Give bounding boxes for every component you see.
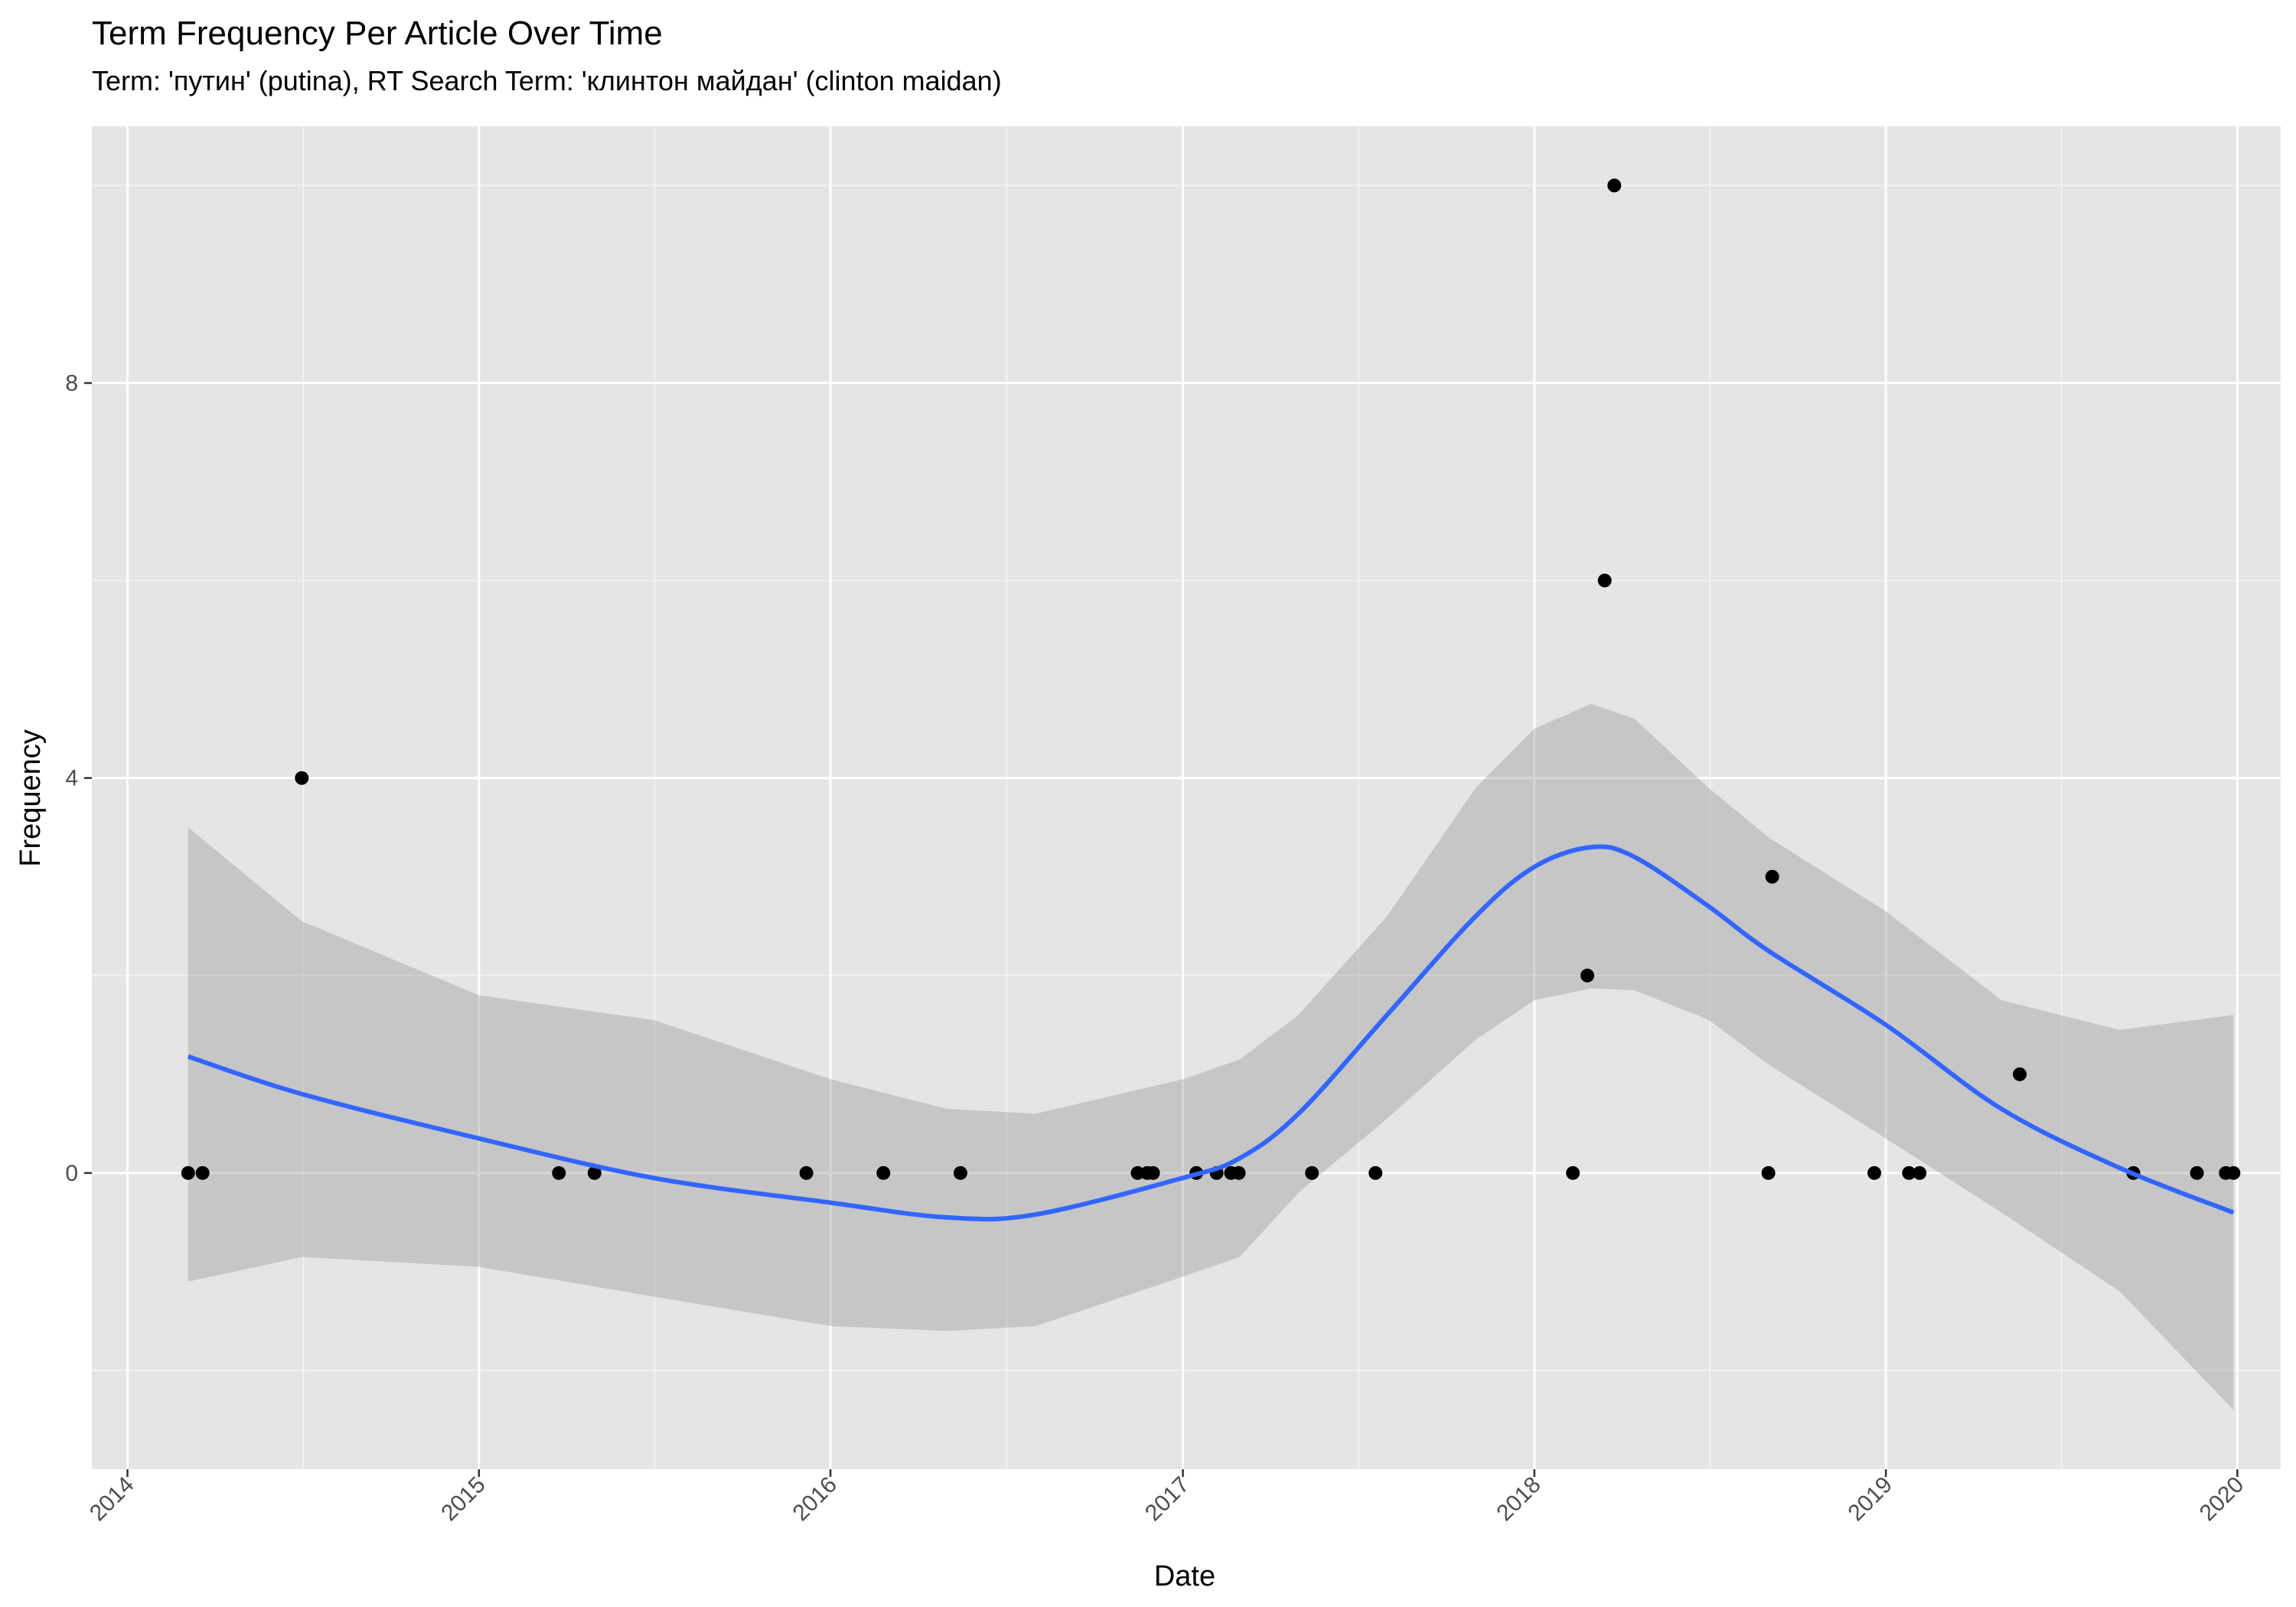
data-point bbox=[2190, 1165, 2204, 1180]
data-point bbox=[1597, 573, 1612, 588]
data-point bbox=[1902, 1165, 1916, 1180]
x-tick-label: 2015 bbox=[436, 1472, 491, 1527]
x-tick-label: 2017 bbox=[1140, 1472, 1195, 1527]
data-point bbox=[1765, 869, 1779, 884]
data-point bbox=[1607, 178, 1622, 193]
confidence-band bbox=[188, 703, 2234, 1410]
data-point bbox=[295, 771, 309, 785]
smooth-line bbox=[187, 844, 2235, 1222]
data-point bbox=[799, 1165, 814, 1180]
x-tick-label: 2014 bbox=[85, 1472, 139, 1527]
x-tick-label: 2019 bbox=[1844, 1472, 1898, 1527]
y-axis-title: Frequency bbox=[15, 729, 47, 867]
data-point bbox=[195, 1165, 210, 1180]
data-point bbox=[876, 1165, 891, 1180]
data-point bbox=[587, 1165, 602, 1180]
plot-panel bbox=[92, 126, 2281, 1469]
data-point bbox=[552, 1165, 566, 1180]
data-point bbox=[1146, 1165, 1160, 1180]
grid-minor bbox=[92, 126, 2281, 1469]
data-point bbox=[1305, 1165, 1319, 1180]
x-axis: 2014 2015 2016 2017 2018 2019 2020 bbox=[85, 1469, 2249, 1526]
data-point bbox=[1913, 1165, 1927, 1180]
data-point bbox=[2013, 1067, 2027, 1081]
data-point bbox=[1231, 1165, 1246, 1180]
x-tick-label: 2020 bbox=[2195, 1472, 2249, 1527]
x-tick-label: 2016 bbox=[788, 1472, 842, 1527]
x-tick-label: 2018 bbox=[1492, 1472, 1546, 1527]
chart-title: Term Frequency Per Article Over Time bbox=[92, 15, 663, 52]
data-point bbox=[953, 1165, 967, 1180]
data-point bbox=[1368, 1165, 1383, 1180]
data-point bbox=[181, 1165, 195, 1180]
y-tick-label: 0 bbox=[65, 1161, 78, 1186]
data-point bbox=[1867, 1165, 1882, 1180]
y-tick-label: 8 bbox=[65, 371, 78, 396]
y-axis: 0 4 8 bbox=[65, 371, 92, 1186]
data-point bbox=[2226, 1165, 2241, 1180]
chart-subtitle: Term: 'путин' (putina), RT Search Term: … bbox=[92, 65, 1002, 96]
y-tick-label: 4 bbox=[65, 766, 78, 791]
data-point bbox=[1130, 1165, 1145, 1180]
x-axis-title: Date bbox=[1154, 1560, 1215, 1592]
data-point bbox=[1761, 1165, 1776, 1180]
data-point bbox=[1580, 968, 1595, 983]
data-point bbox=[1566, 1165, 1580, 1180]
